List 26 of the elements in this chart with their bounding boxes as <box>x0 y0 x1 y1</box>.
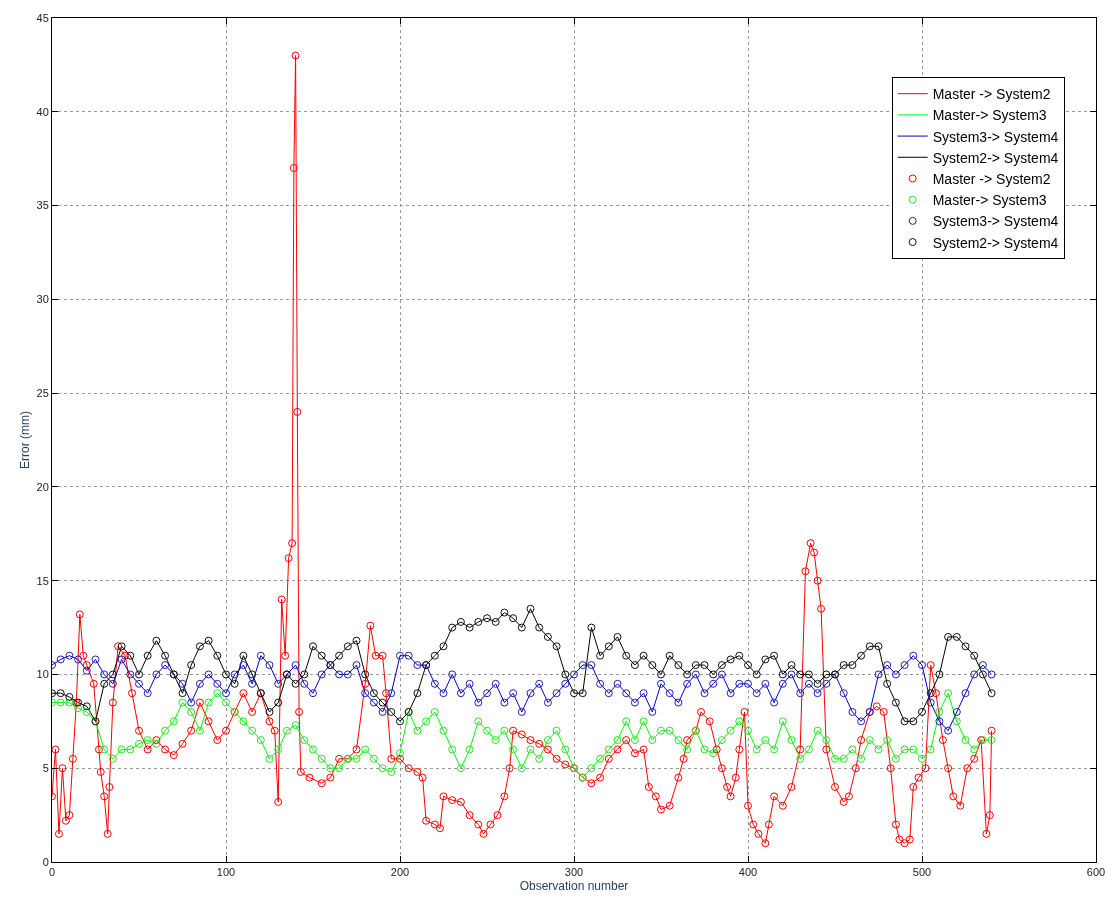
y-axis-title: Error (mm) <box>17 411 32 469</box>
legend-label: System2-> System4 <box>932 149 1059 166</box>
x-tick-label: 100 <box>216 866 236 879</box>
x-tick-label: 500 <box>912 866 932 879</box>
y-tick-label: 25 <box>36 386 49 399</box>
y-tick-label: 5 <box>42 762 49 775</box>
legend-label: System3-> System4 <box>932 213 1059 230</box>
y-tick-label: 35 <box>36 199 49 212</box>
y-tick-label: 10 <box>36 668 49 681</box>
y-tick-label: 15 <box>36 574 49 587</box>
legend-label: System2-> System4 <box>932 234 1059 251</box>
y-tick-label: 20 <box>36 480 49 493</box>
x-axis-title: Observation number <box>519 879 629 894</box>
y-tick-label: 30 <box>36 293 49 306</box>
x-tick-label: 400 <box>738 866 758 879</box>
legend-label: Master-> System3 <box>932 192 1047 209</box>
y-tick-label: 45 <box>36 11 49 24</box>
legend-label: Master-> System3 <box>932 107 1047 124</box>
x-tick-label: 600 <box>1086 866 1106 879</box>
x-tick-label: 300 <box>564 866 584 879</box>
legend-label: System3-> System4 <box>932 128 1059 145</box>
y-tick-label: 40 <box>36 105 49 118</box>
x-tick-label: 200 <box>390 866 410 879</box>
legend-label: Master -> System2 <box>932 86 1051 103</box>
y-tick-label: 0 <box>42 855 49 868</box>
legend-label: Master -> System2 <box>932 170 1051 187</box>
